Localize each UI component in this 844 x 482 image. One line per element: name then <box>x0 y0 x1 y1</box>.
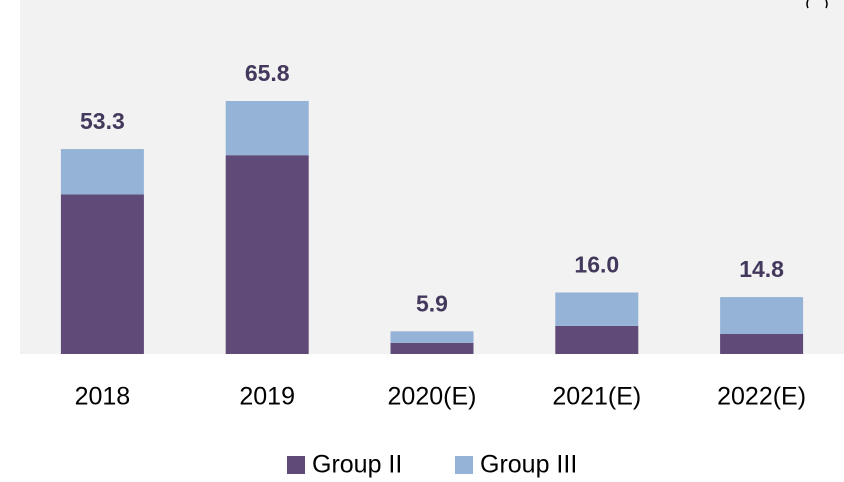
bar-segment <box>720 297 804 335</box>
bar-segment <box>60 149 144 195</box>
x-tick-label: 2019 <box>239 383 295 411</box>
x-tick-label: 2022(E) <box>717 383 806 411</box>
x-tick-label: 2021(E) <box>552 383 641 411</box>
bar-segment <box>390 342 474 354</box>
unit-label-fragment <box>806 0 828 9</box>
bar-segment <box>225 155 309 354</box>
total-label: 16.0 <box>574 252 619 278</box>
bar-segment <box>225 101 309 156</box>
plot-background <box>20 0 844 354</box>
legend-swatch <box>287 456 305 474</box>
legend-swatch <box>455 456 473 474</box>
total-label: 65.8 <box>245 60 290 86</box>
total-label: 53.3 <box>80 108 125 134</box>
bar-segment <box>720 334 804 354</box>
bar-segment <box>555 292 639 326</box>
x-tick-label: 2018 <box>75 383 131 411</box>
bar-segment <box>555 325 639 354</box>
bar-segment <box>390 331 474 343</box>
x-tick-label: 2020(E) <box>388 383 477 411</box>
legend-label: Group III <box>480 451 577 479</box>
total-label: 14.8 <box>739 256 784 282</box>
bar-segment <box>60 194 144 354</box>
legend-label: Group II <box>312 451 402 479</box>
total-label: 5.9 <box>416 290 448 316</box>
